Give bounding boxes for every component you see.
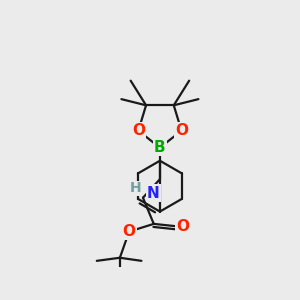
Text: O: O	[132, 123, 145, 138]
Text: H: H	[130, 182, 141, 196]
Text: O: O	[123, 224, 136, 239]
Text: N: N	[147, 186, 160, 201]
Text: O: O	[176, 220, 190, 235]
Text: B: B	[154, 140, 166, 155]
Text: O: O	[175, 123, 188, 138]
